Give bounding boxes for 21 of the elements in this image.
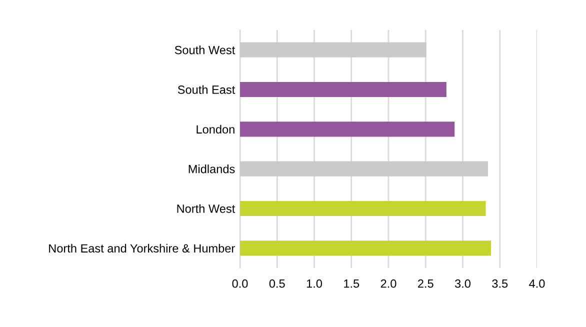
- bar: [240, 82, 446, 98]
- x-tick-label: 4.0: [529, 279, 545, 288]
- y-tick-label: South West: [174, 46, 236, 54]
- y-tick-label: South East: [178, 85, 236, 94]
- x-tick-label: 2.5: [418, 279, 434, 288]
- x-tick-label: 1.0: [306, 279, 322, 288]
- x-tick-label: 3.5: [492, 279, 508, 288]
- bar: [240, 240, 491, 256]
- x-tick-label: 3.0: [454, 279, 470, 288]
- bar: [240, 200, 486, 216]
- bar: [240, 42, 426, 58]
- x-tick-label: 0.0: [232, 279, 248, 288]
- y-tick-label: London: [196, 124, 234, 134]
- y-tick-label: North West: [177, 204, 236, 213]
- bar: [240, 161, 488, 176]
- y-tick-label: North East and Yorkshire & Humber: [49, 244, 235, 253]
- x-tick-label: 1.5: [344, 280, 360, 288]
- bar: [240, 122, 455, 137]
- x-tick-label: 2.0: [380, 279, 396, 288]
- y-tick-label: Midlands: [188, 164, 235, 174]
- x-tick-label: 0.5: [269, 279, 285, 288]
